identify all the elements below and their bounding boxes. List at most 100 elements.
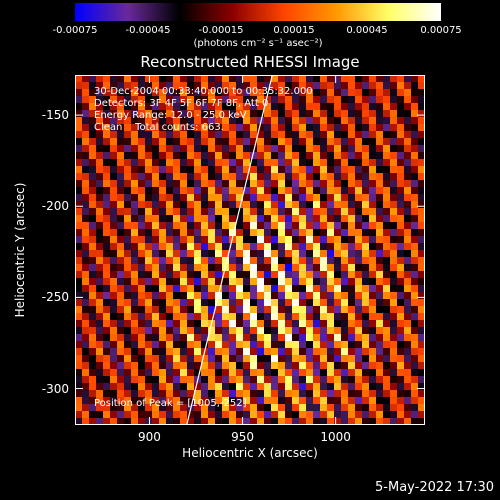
heatmap-cell [166,306,174,314]
heatmap-cell [236,173,244,181]
heatmap-cell [327,145,335,153]
heatmap-cell [131,334,139,342]
heatmap-cell [355,306,363,314]
heatmap-cell [306,411,314,419]
heatmap-cell [278,229,286,237]
heatmap-cell [257,201,265,209]
heatmap-cell [201,173,209,181]
heatmap-cell [124,404,132,412]
heatmap-cell [194,334,202,342]
heatmap-cell [208,278,216,286]
heatmap-cell [264,243,272,251]
heatmap-cell [103,355,111,363]
heatmap-cell [180,306,188,314]
heatmap-cell [215,320,223,328]
heatmap-cell [215,271,223,279]
heatmap-cell [257,131,265,139]
heatmap-cell [96,117,104,125]
heatmap-cell [341,306,349,314]
heatmap-cell [229,390,237,398]
heatmap-cell [187,264,195,272]
heatmap-cell [110,341,118,349]
heatmap-cell [348,348,356,356]
heatmap-cell [383,215,391,223]
heatmap-cell [362,278,370,286]
heatmap-cell [96,348,104,356]
heatmap-cell [257,75,265,83]
heatmap-cell [404,117,412,125]
heatmap-cell [369,138,377,146]
heatmap-cell [320,390,328,398]
heatmap-cell [292,187,300,195]
heatmap-cell [131,194,139,202]
heatmap-cell [278,383,286,391]
heatmap-cell [355,369,363,377]
heatmap-cell [180,124,188,132]
heatmap-cell [89,341,97,349]
heatmap-cell [75,229,83,237]
heatmap-cell [243,194,251,202]
heatmap-cell [383,299,391,307]
heatmap-cell [285,243,293,251]
heatmap-cell [222,103,230,111]
heatmap-cell [313,299,321,307]
heatmap-cell [215,411,223,419]
heatmap-cell [369,306,377,314]
heatmap-cell [138,243,146,251]
heatmap-cell [159,257,167,265]
heatmap-cell [362,404,370,412]
heatmap-cell [208,103,216,111]
heatmap-cell [166,313,174,321]
heatmap-cell [89,166,97,174]
heatmap-cell [187,369,195,377]
heatmap-cell [418,159,425,167]
heatmap-cell [257,271,265,279]
heatmap-cell [271,243,279,251]
heatmap-cell [404,348,412,356]
heatmap-cell [299,180,307,188]
heatmap-cell [243,411,251,419]
heatmap-cell [271,131,279,139]
heatmap-cell [278,320,286,328]
heatmap-cell [89,75,97,83]
heatmap-cell [390,82,398,90]
heatmap-cell [82,124,90,132]
heatmap-cell [236,362,244,370]
heatmap-cell [152,278,160,286]
heatmap-cell [222,292,230,300]
heatmap-cell [397,320,405,328]
heatmap-cell [327,159,335,167]
heatmap-cell [285,124,293,132]
heatmap-cell [229,222,237,230]
heatmap-cell [201,376,209,384]
heatmap-cell [418,187,425,195]
heatmap-cell [404,362,412,370]
heatmap-cell [145,250,153,258]
heatmap-cell [299,110,307,118]
heatmap-cell [208,236,216,244]
colorbar-tick: 0.00015 [273,25,315,36]
heatmap-cell [243,285,251,293]
heatmap-cell [411,404,419,412]
heatmap-cell [390,243,398,251]
heatmap-cell [369,390,377,398]
heatmap-cell [138,341,146,349]
heatmap-cell [264,194,272,202]
heatmap-cell [124,110,132,118]
heatmap-cell [257,376,265,384]
heatmap-cell [271,236,279,244]
heatmap-cell [376,222,384,230]
heatmap-cell [96,327,104,335]
heatmap-cell [110,250,118,258]
heatmap-cell [355,264,363,272]
heatmap-cell [285,82,293,90]
heatmap-cell [369,173,377,181]
heatmap-cell [264,117,272,125]
heatmap-cell [152,236,160,244]
heatmap-cell [355,243,363,251]
heatmap-cell [411,110,419,118]
heatmap-cell [208,173,216,181]
heatmap-cell [145,383,153,391]
heatmap-cell [173,208,181,216]
heatmap-cell [131,397,139,405]
